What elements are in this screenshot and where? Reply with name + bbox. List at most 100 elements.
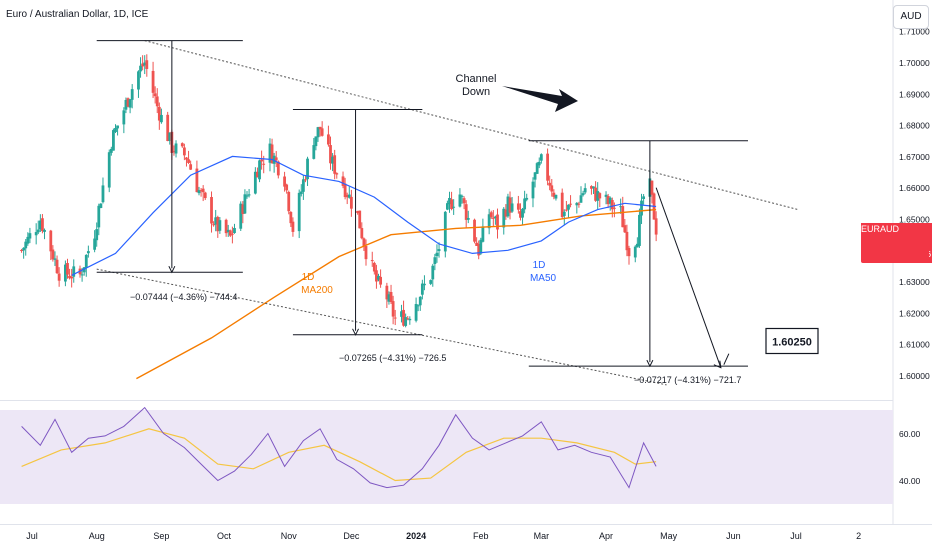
candle-body: [24, 241, 28, 249]
candle: [230, 226, 234, 244]
candle-body: [612, 207, 616, 209]
candle-body: [333, 155, 337, 174]
candle-body: [20, 250, 23, 252]
candle: [583, 183, 587, 195]
candle-body: [304, 179, 307, 181]
candle-body: [201, 188, 205, 193]
candle-body: [53, 258, 57, 260]
candle: [393, 309, 397, 326]
candle: [212, 221, 216, 227]
candle: [112, 128, 115, 151]
candle-body: [473, 219, 476, 242]
candle: [93, 230, 97, 253]
candle-body: [519, 211, 522, 218]
currency-button[interactable]: AUD: [893, 5, 929, 29]
candle-body: [627, 248, 631, 257]
candle: [431, 263, 435, 287]
candle-body: [341, 176, 345, 186]
candle: [496, 208, 499, 239]
candle: [448, 191, 451, 213]
candle-body: [418, 296, 422, 306]
candle-body: [623, 225, 627, 233]
x-tick-label: Apr: [599, 531, 613, 541]
candle-body: [262, 163, 266, 165]
candle-body: [583, 188, 587, 193]
candle-body: [172, 151, 176, 153]
x-tick-label: Aug: [89, 531, 105, 541]
candle: [153, 86, 157, 104]
candle-body: [80, 274, 84, 276]
candle: [145, 54, 149, 77]
candle-body: [358, 210, 362, 229]
y-tick-label: 1.67000: [899, 152, 930, 162]
candle: [494, 215, 497, 225]
candle: [137, 70, 140, 98]
candle: [362, 237, 366, 251]
candle-body: [199, 190, 203, 192]
candle: [226, 224, 230, 237]
candle-body: [224, 219, 228, 234]
candle-body: [166, 114, 170, 142]
candle-body: [151, 70, 155, 93]
candle: [124, 97, 128, 114]
candle: [283, 171, 286, 192]
candle: [199, 188, 203, 197]
candle-body: [86, 251, 90, 254]
candle-body: [564, 209, 568, 211]
y-tick-label: 1.66000: [899, 183, 930, 193]
y-tick-label: 1.68000: [899, 121, 930, 131]
candle-body: [312, 145, 316, 159]
candle: [625, 224, 629, 257]
candle-body: [608, 197, 612, 204]
price-badge-symbol: EURAUD: [861, 223, 900, 235]
candle-body: [638, 214, 641, 246]
candle: [301, 174, 305, 200]
candle: [160, 108, 163, 124]
candle: [531, 177, 535, 208]
candle-body: [621, 206, 625, 228]
candle: [274, 151, 278, 168]
candle: [560, 188, 564, 219]
candle: [360, 222, 364, 240]
projection-arrow-head: [713, 360, 722, 369]
candle: [654, 211, 658, 242]
candle: [331, 153, 334, 172]
drop-arrow-1-head: [168, 265, 176, 274]
candle-body: [41, 218, 44, 232]
candle: [101, 177, 105, 204]
candle: [304, 175, 307, 183]
candle-body: [477, 243, 481, 256]
y-tick-label: 1.63000: [899, 277, 930, 287]
candle-body: [504, 209, 508, 217]
candle-body: [362, 238, 366, 247]
candle-body: [68, 275, 71, 279]
candle: [210, 191, 213, 233]
candle-body: [216, 216, 220, 232]
candle: [318, 126, 322, 137]
candle-body: [450, 199, 453, 210]
candle-body: [34, 232, 38, 236]
candle-body: [437, 249, 441, 252]
candle: [408, 316, 412, 325]
x-tick-label: Jul: [26, 531, 38, 541]
candle: [189, 160, 193, 170]
candle-body: [546, 153, 549, 181]
candle: [598, 192, 602, 208]
candle: [253, 167, 257, 195]
candle: [258, 159, 261, 183]
candle: [533, 172, 537, 188]
candle: [635, 237, 639, 248]
candle-body: [349, 196, 353, 209]
x-tick-label: Mar: [534, 531, 550, 541]
candle-body: [299, 191, 303, 195]
target-box: [765, 327, 819, 355]
ma50-label: 1D: [533, 260, 546, 271]
candle-body: [640, 200, 643, 216]
candle: [182, 143, 186, 161]
candle: [172, 145, 176, 156]
candle-body: [552, 192, 556, 197]
candle-body: [592, 186, 595, 189]
candle-body: [70, 276, 74, 279]
candle: [633, 245, 637, 263]
